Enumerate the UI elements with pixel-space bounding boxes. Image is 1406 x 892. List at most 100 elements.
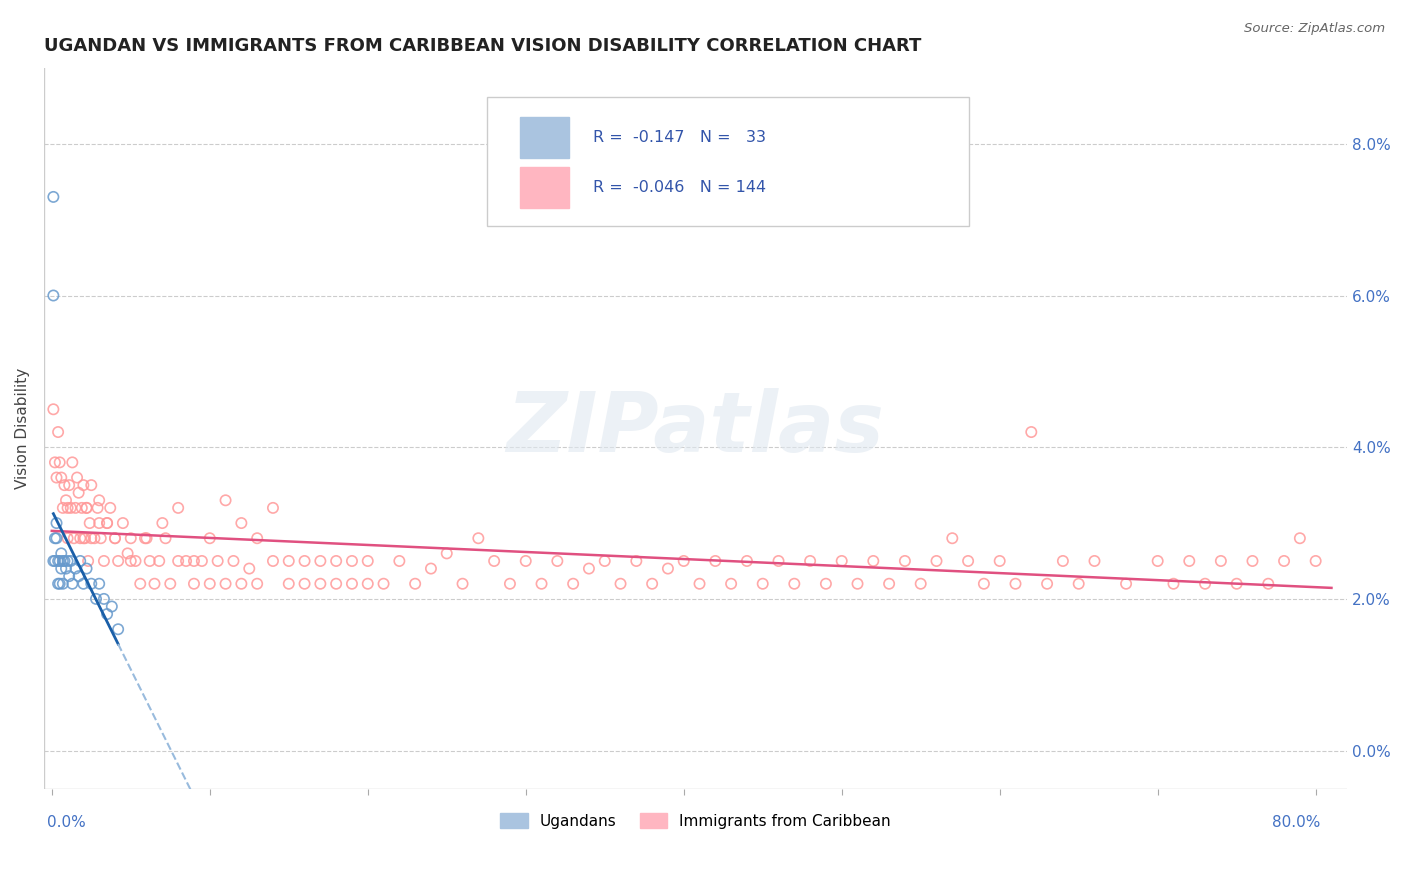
FancyBboxPatch shape <box>520 168 569 209</box>
Point <box>1226 576 1249 591</box>
Point <box>44 531 66 545</box>
Point <box>388 554 411 568</box>
Point <box>183 576 205 591</box>
Point <box>862 554 884 568</box>
Point <box>451 576 474 591</box>
Point <box>89 516 111 530</box>
Point <box>117 546 139 560</box>
Point <box>45 531 67 545</box>
Point <box>120 554 142 568</box>
Text: Source: ZipAtlas.com: Source: ZipAtlas.com <box>1244 22 1385 36</box>
Point <box>799 554 821 568</box>
Point <box>325 554 347 568</box>
Point <box>814 576 837 591</box>
Point <box>1163 576 1185 591</box>
Text: R =  -0.147   N =   33: R = -0.147 N = 33 <box>592 130 766 145</box>
Point <box>436 546 458 560</box>
Text: ZIPatlas: ZIPatlas <box>506 388 884 469</box>
Point <box>52 500 75 515</box>
Point <box>1067 576 1090 591</box>
Point <box>373 576 395 591</box>
Point <box>69 531 91 545</box>
Point <box>104 531 127 545</box>
Point <box>578 561 600 575</box>
Point <box>46 554 69 568</box>
Point <box>76 500 98 515</box>
Point <box>191 554 214 568</box>
Point <box>167 500 190 515</box>
Point <box>98 500 121 515</box>
Point <box>340 554 363 568</box>
Point <box>1272 554 1295 568</box>
Point <box>309 576 332 591</box>
Point <box>877 576 900 591</box>
Point <box>66 470 89 484</box>
Point <box>111 516 134 530</box>
Point <box>198 576 221 591</box>
Point <box>48 554 70 568</box>
Point <box>69 554 91 568</box>
Point <box>155 531 177 545</box>
Point <box>55 561 77 575</box>
Point <box>86 500 108 515</box>
Point <box>51 561 73 575</box>
Point <box>53 554 76 568</box>
Point <box>65 500 87 515</box>
Point <box>420 561 443 575</box>
Point <box>60 576 83 591</box>
Point <box>101 599 124 614</box>
Point <box>107 622 129 636</box>
Point <box>59 500 82 515</box>
Point <box>198 531 221 545</box>
Point <box>72 478 94 492</box>
Point <box>46 576 69 591</box>
Point <box>1083 554 1105 568</box>
Point <box>231 516 253 530</box>
Point <box>93 591 115 606</box>
Point <box>148 554 170 568</box>
Point <box>107 554 129 568</box>
Point <box>768 554 790 568</box>
Point <box>246 576 269 591</box>
Point <box>72 576 94 591</box>
Point <box>80 576 103 591</box>
FancyBboxPatch shape <box>486 97 969 227</box>
Point <box>72 531 94 545</box>
Point <box>124 554 146 568</box>
Legend: Ugandans, Immigrants from Caribbean: Ugandans, Immigrants from Caribbean <box>494 806 897 835</box>
Point <box>404 576 426 591</box>
Point <box>48 576 70 591</box>
Point <box>751 576 773 591</box>
Point <box>609 576 631 591</box>
Point <box>846 576 869 591</box>
Point <box>89 493 111 508</box>
Point <box>58 478 80 492</box>
Point <box>207 554 229 568</box>
Point <box>53 478 76 492</box>
Point <box>76 500 98 515</box>
Point <box>45 470 67 484</box>
Point <box>150 516 173 530</box>
Point <box>42 402 65 417</box>
Point <box>467 531 489 545</box>
Point <box>63 531 86 545</box>
Point <box>894 554 917 568</box>
Point <box>51 546 73 560</box>
Point <box>340 576 363 591</box>
Point <box>70 500 93 515</box>
Point <box>957 554 980 568</box>
Point <box>530 576 553 591</box>
Point <box>499 576 522 591</box>
Point <box>58 569 80 583</box>
Point <box>79 516 101 530</box>
Point <box>48 455 70 469</box>
Point <box>120 531 142 545</box>
Point <box>482 554 505 568</box>
Point <box>1305 554 1327 568</box>
Point <box>52 576 75 591</box>
Y-axis label: Vision Disability: Vision Disability <box>15 368 30 489</box>
Point <box>214 576 236 591</box>
Point <box>46 425 69 439</box>
Point <box>183 554 205 568</box>
Point <box>65 561 87 575</box>
